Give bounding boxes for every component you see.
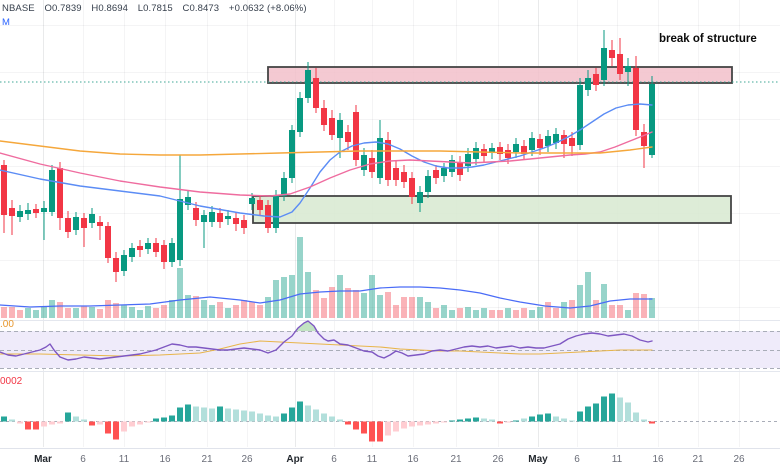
x-axis-month-label: May (528, 454, 548, 465)
rsi-value-label: .00 (0, 319, 14, 330)
ohlc-high: H0.8694 (91, 3, 128, 14)
ohlc-close: C0.8473 (182, 3, 220, 14)
volume-ma-line (0, 286, 653, 309)
rsi-pane (0, 320, 780, 369)
ma-orange-line (0, 140, 653, 156)
ohlc-low: L0.7815 (137, 3, 173, 14)
x-axis-day-label: 26 (492, 454, 504, 465)
x-axis-day-label: 11 (611, 454, 623, 465)
x-axis-day-label: 16 (407, 454, 419, 465)
resistance-zone[interactable] (267, 66, 733, 84)
macd-pane (0, 393, 780, 442)
x-axis-day-label: 21 (692, 454, 704, 465)
x-axis-month-label: Apr (286, 454, 304, 465)
ohlc-open: O0.7839 (44, 3, 82, 14)
x-axis-day-label: 6 (331, 454, 337, 465)
x-axis-day-label: 21 (201, 454, 213, 465)
macd-value-label: 0002 (0, 376, 23, 387)
ohlc-change: +0.0632 (+8.06%) (228, 3, 307, 14)
x-axis-day-label: 11 (118, 454, 130, 465)
ohlc-legend[interactable]: NBASE O0.7839 H0.8694 L0.7815 C0.8473 +0… (2, 3, 314, 14)
x-axis-day-label: 11 (366, 454, 378, 465)
candlestick-series (1, 30, 655, 282)
volume-series (1, 237, 655, 318)
break-of-structure-label: break of structure (659, 33, 757, 45)
support-zone[interactable] (252, 195, 732, 224)
x-axis-day-label: 16 (159, 454, 171, 465)
x-axis-day-label: 6 (80, 454, 86, 465)
time-axis[interactable]: Mar 6 11 16 21 26 Apr 6 11 16 21 26 May 6 11 16 21 26 (0, 448, 780, 470)
volume-ma-legend[interactable]: M (2, 17, 10, 28)
ma-blue-line (0, 103, 653, 218)
x-axis-day-label: 6 (574, 454, 580, 465)
ticker-symbol: NBASE (2, 3, 35, 14)
x-axis-day-label: 26 (241, 454, 253, 465)
x-axis-day-label: 16 (652, 454, 664, 465)
x-axis-month-label: Mar (34, 454, 52, 465)
x-axis-day-label: 26 (733, 454, 745, 465)
x-axis-day-label: 21 (450, 454, 462, 465)
price-zones (252, 66, 733, 224)
